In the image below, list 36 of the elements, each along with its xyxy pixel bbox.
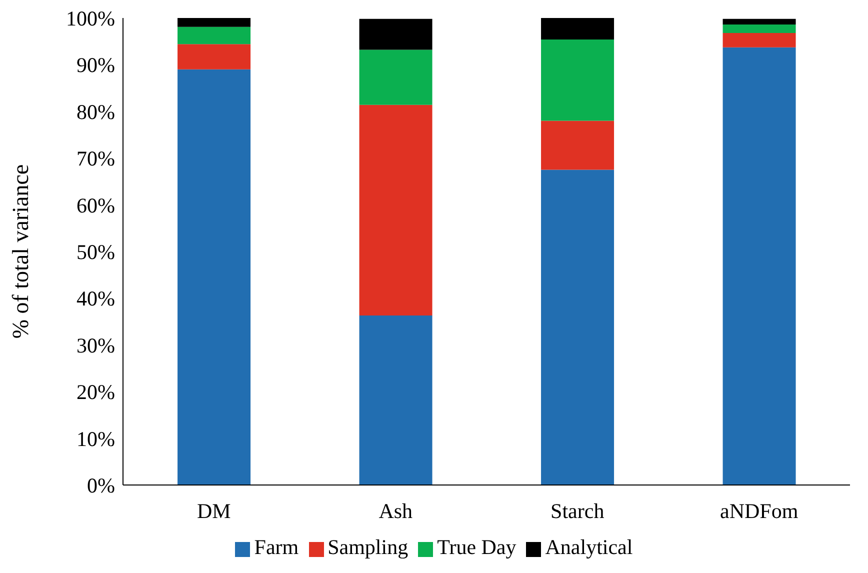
y-axis-title: % of total variance — [8, 164, 34, 339]
y-tick-label: 10% — [76, 426, 115, 451]
bar — [541, 39, 614, 121]
y-tick-label: 50% — [76, 240, 115, 264]
bar — [722, 18, 796, 25]
bar — [359, 50, 432, 105]
x-tick-label: Ash — [378, 498, 414, 523]
y-tick-label: 60% — [76, 193, 115, 218]
y-tick-label: 70% — [76, 146, 115, 171]
bar — [541, 170, 614, 485]
bar — [178, 44, 251, 70]
y-tick-label: 40% — [76, 286, 115, 311]
x-tick-label: DM — [196, 498, 232, 523]
legend-label: Sampling — [328, 535, 408, 559]
bar — [722, 32, 796, 48]
y-tick-label: 100% — [66, 6, 115, 30]
y-tick-label: 30% — [76, 333, 115, 358]
legend-label: True Day — [437, 535, 516, 559]
legend-label: Farm — [254, 535, 299, 559]
bar — [359, 315, 432, 485]
x-tick-label: Starch — [550, 498, 605, 523]
y-tick-label: 0% — [87, 473, 115, 498]
y-tick-label: 20% — [76, 380, 115, 404]
bar — [178, 69, 251, 485]
bar — [359, 18, 432, 50]
bar — [722, 24, 796, 33]
bar — [178, 26, 251, 44]
y-tick-label: 90% — [76, 53, 115, 78]
y-tick-label: 80% — [76, 100, 115, 124]
bar — [541, 18, 614, 40]
bar — [178, 18, 251, 27]
x-tick-label: aNDFom — [720, 498, 798, 523]
bar — [722, 47, 796, 485]
bar — [359, 104, 432, 316]
legend-label: Analytical — [545, 535, 633, 559]
bar — [541, 120, 614, 170]
